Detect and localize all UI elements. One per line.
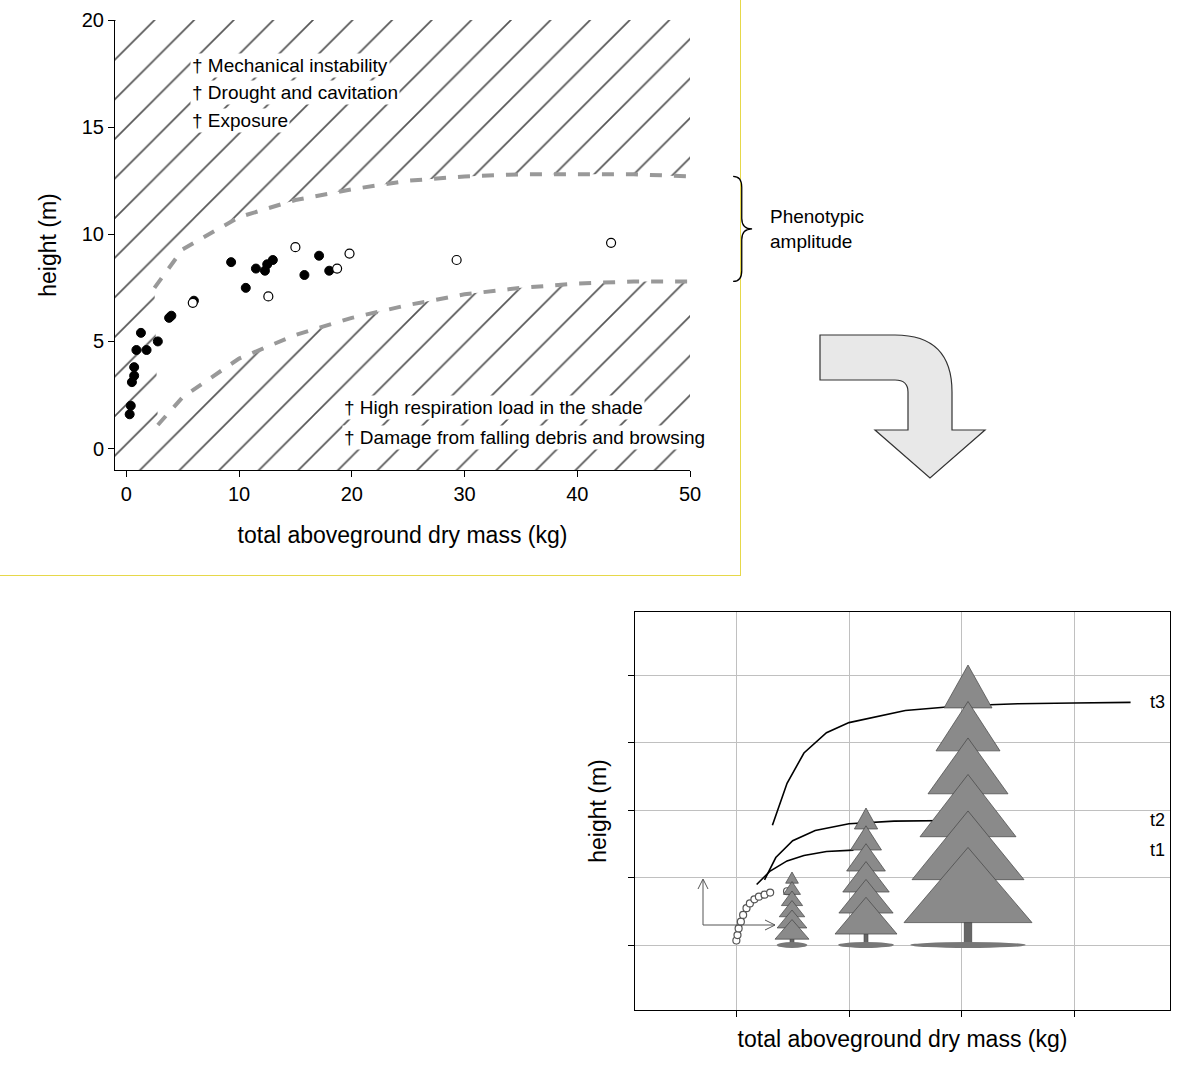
svg-text:† Damage from falling debris a: † Damage from falling debris and browsin… [344, 427, 705, 448]
svg-text:† Drought and cavitation: † Drought and cavitation [192, 82, 398, 103]
svg-text:height (m): height (m) [35, 193, 61, 297]
svg-text:0: 0 [121, 483, 132, 505]
svg-text:0: 0 [93, 438, 104, 460]
svg-text:50: 50 [679, 483, 701, 505]
svg-text:10: 10 [82, 223, 104, 245]
svg-text:total aboveground dry mass (kg: total aboveground dry mass (kg) [738, 1026, 1068, 1052]
svg-text:20: 20 [82, 9, 104, 31]
svg-text:† Mechanical instability: † Mechanical instability [192, 55, 388, 76]
svg-text:30: 30 [453, 483, 475, 505]
svg-text:t3: t3 [1150, 692, 1165, 712]
svg-text:total aboveground dry mass (kg: total aboveground dry mass (kg) [238, 522, 568, 548]
svg-text:† Exposure: † Exposure [192, 110, 288, 131]
svg-text:t1: t1 [1150, 840, 1165, 860]
svg-text:height (m): height (m) [585, 759, 611, 863]
svg-text:Phenotypicamplitude: Phenotypicamplitude [770, 206, 864, 252]
svg-text:20: 20 [341, 483, 363, 505]
svg-text:† High respiration load in the: † High respiration load in the shade [344, 397, 643, 418]
svg-text:5: 5 [93, 330, 104, 352]
svg-text:40: 40 [566, 483, 588, 505]
svg-text:10: 10 [228, 483, 250, 505]
svg-text:t2: t2 [1150, 810, 1165, 830]
svg-text:15: 15 [82, 116, 104, 138]
